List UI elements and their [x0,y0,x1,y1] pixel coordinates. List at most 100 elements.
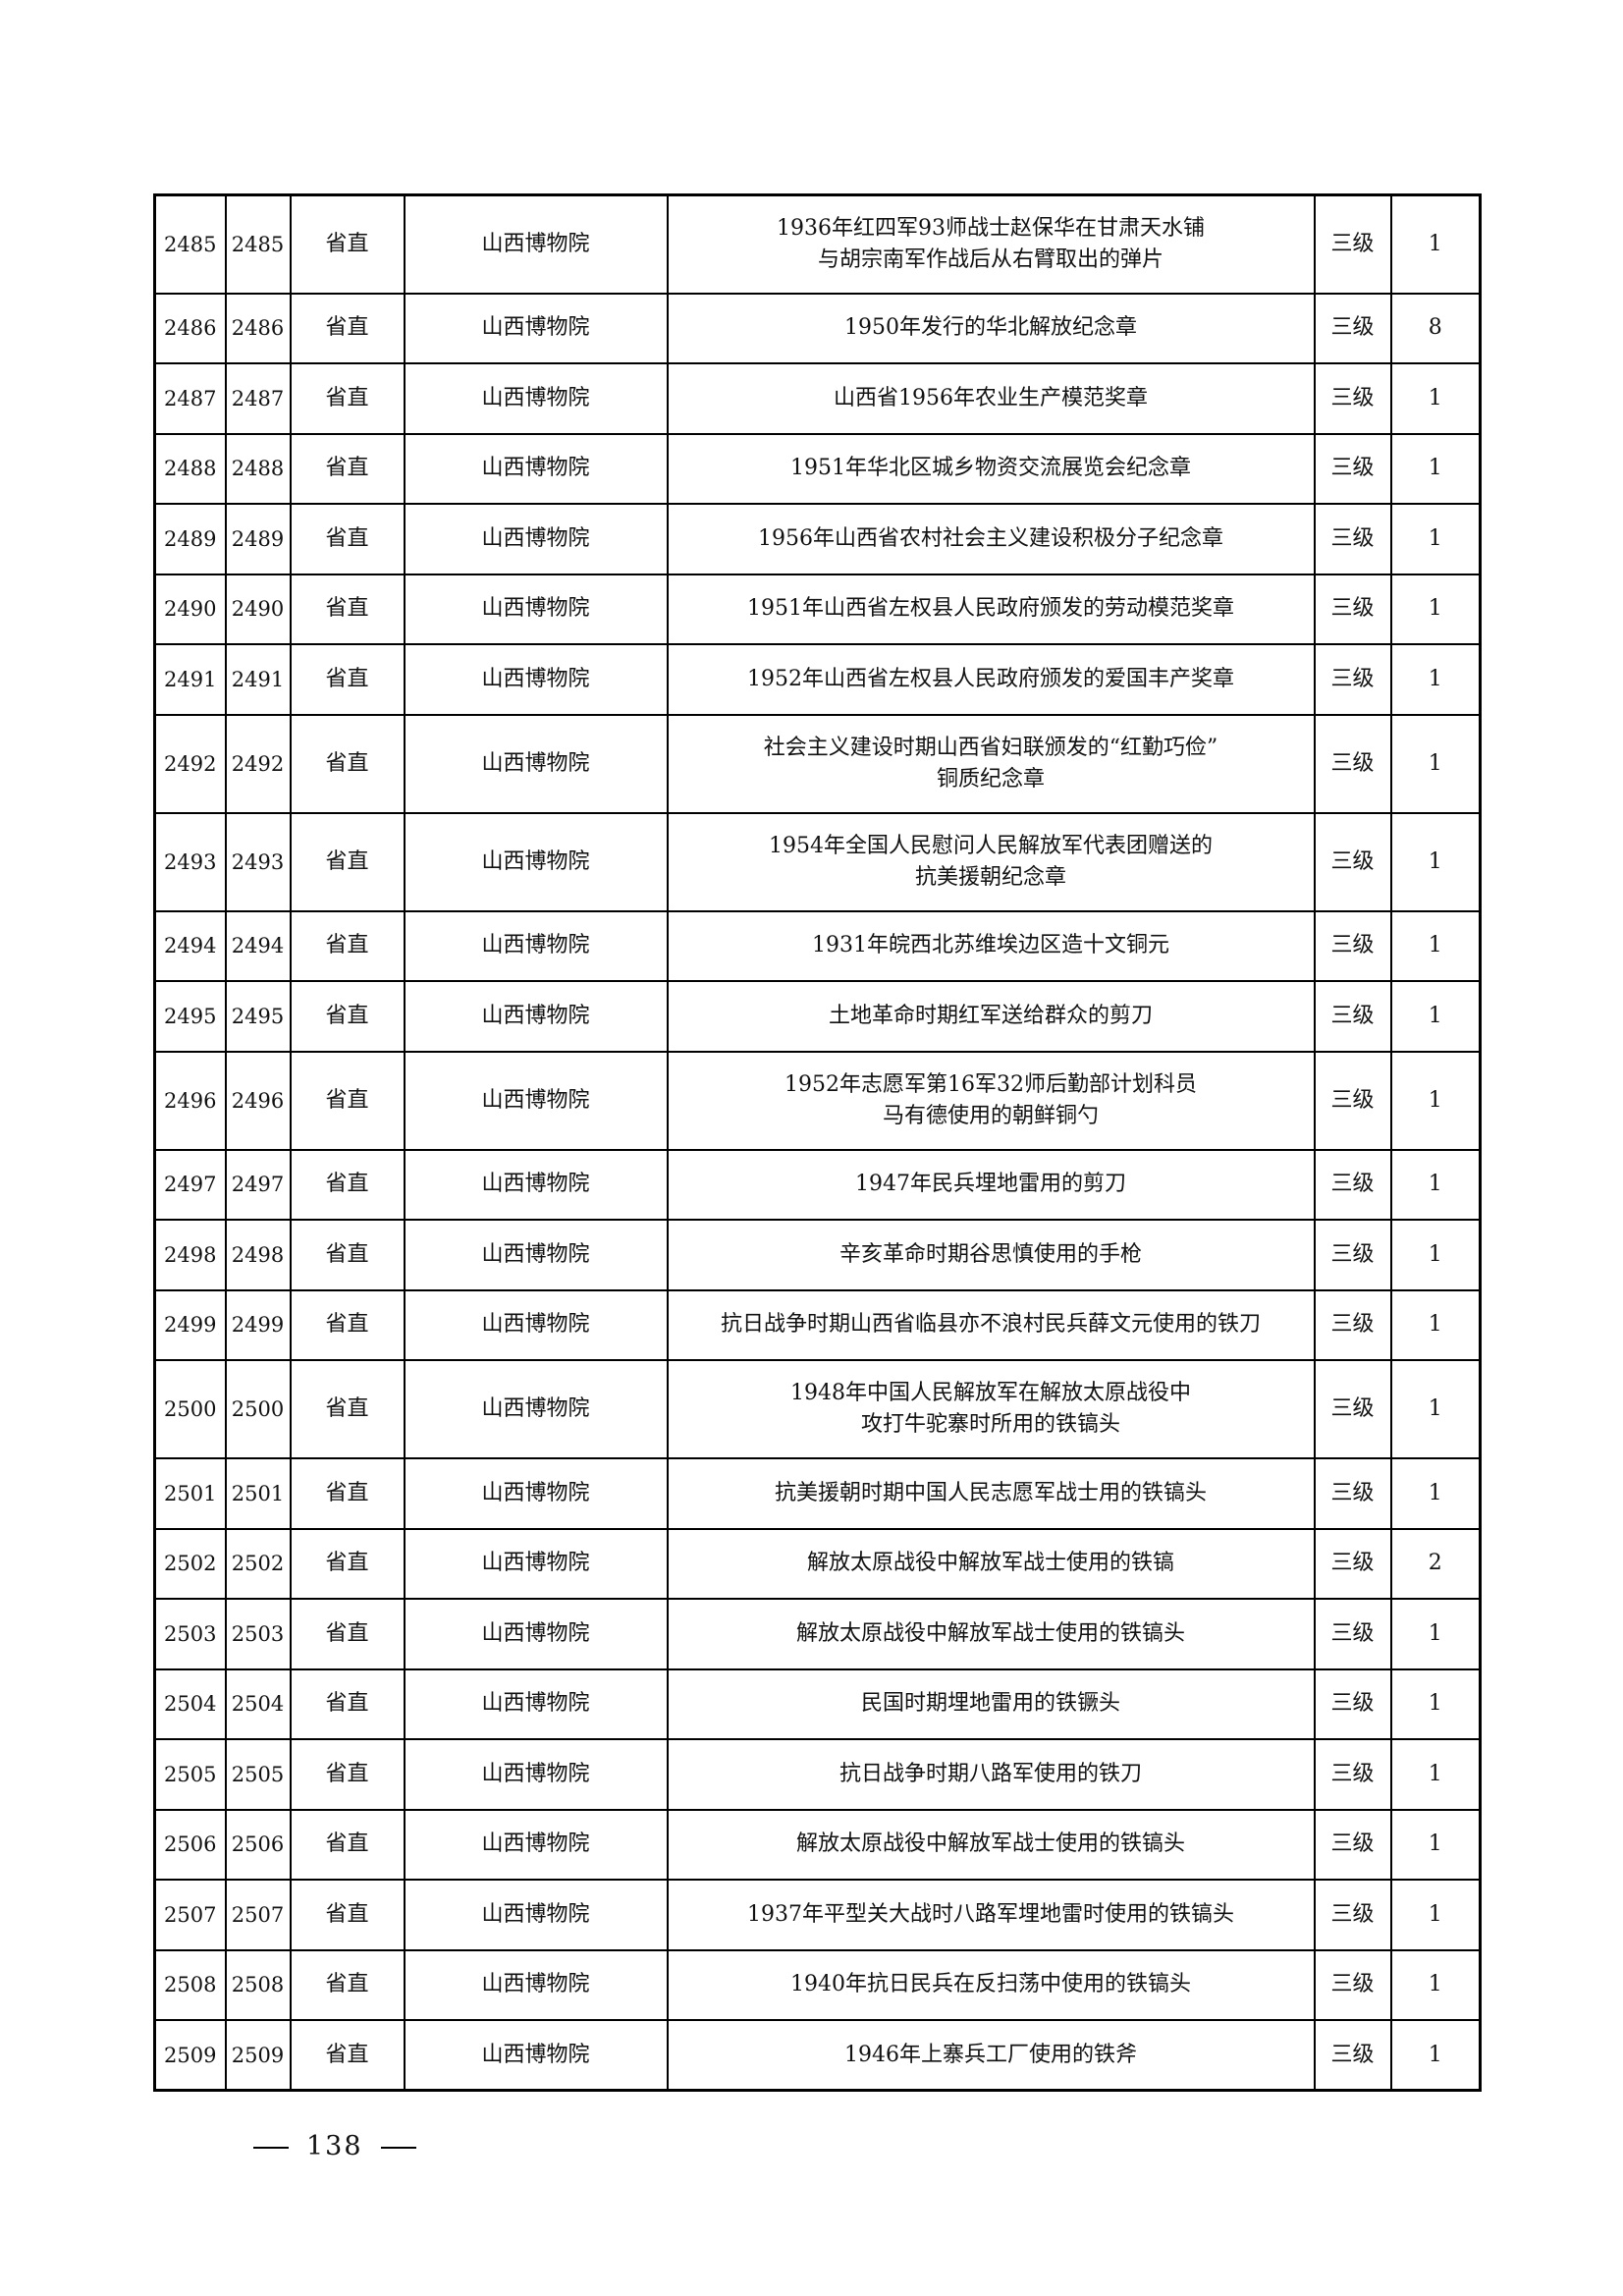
unit-cell: 山西博物院 [403,503,669,575]
grade-cell: 三级 [1313,503,1392,575]
name-line: 1950年发行的华北解放纪念章 [844,315,1137,341]
number-cell: 2499 [224,1288,292,1361]
quantity-cell: 1 [1389,980,1482,1053]
seq-cell: 2498 [153,1219,227,1291]
unit-cell: 山西博物院 [403,1288,669,1361]
unit-cell: 山西博物院 [403,573,669,645]
unit-cell: 山西博物院 [403,1738,669,1811]
level-cell: 省直 [289,193,406,295]
name-line: 抗日战争时期山西省临县亦不浪村民兵薛文元使用的铁刀 [720,1312,1261,1338]
table-row: 2488 2488 省直 山西博物院 1951年华北区城乡物资交流展览会纪念章 三级 1 [153,432,1482,505]
quantity-cell: 1 [1389,811,1482,912]
table-row: 2500 2500 省直 山西博物院 1948年中国人民解放军在解放太原战役中 攻打牛驼寨… [153,1359,1482,1459]
table-row: 2496 2496 省直 山西博物院 1952年志愿军第16军32师后勤部计划科员 马有德… [153,1050,1482,1151]
number-cell: 2496 [224,1050,292,1151]
quantity-cell: 1 [1389,432,1482,505]
unit-cell: 山西博物院 [403,1527,669,1600]
level-cell: 省直 [289,1359,406,1459]
name-line: 1937年平型关大战时八路军埋地雷时使用的铁镐头 [747,1901,1234,1927]
number-cell: 2502 [224,1527,292,1600]
grade-cell: 三级 [1313,2019,1392,2092]
level-cell: 省直 [289,1808,406,1881]
unit-cell: 山西博物院 [403,2019,669,2092]
grade-cell: 三级 [1313,1948,1392,2021]
grade-cell: 三级 [1313,1050,1392,1151]
unit-cell: 山西博物院 [403,292,669,364]
table-row: 2489 2489 省直 山西博物院 1956年山西省农村社会主义建设积极分子纪念章 三级… [153,503,1482,575]
seq-cell: 2506 [153,1808,227,1881]
table-row: 2505 2505 省直 山西博物院 抗日战争时期八路军使用的铁刀 三级 1 [153,1738,1482,1811]
grade-cell: 三级 [1313,193,1392,295]
name-cell: 1948年中国人民解放军在解放太原战役中 攻打牛驼寨时所用的铁镐头 [666,1359,1316,1459]
unit-cell: 山西博物院 [403,362,669,435]
grade-cell: 三级 [1313,1738,1392,1811]
unit-cell: 山西博物院 [403,980,669,1053]
name-cell: 土地革命时期红军送给群众的剪刀 [666,980,1316,1053]
quantity-cell: 1 [1389,193,1482,295]
name-line: 攻打牛驼寨时所用的铁镐头 [860,1412,1120,1437]
table-row: 2501 2501 省直 山西博物院 抗美援朝时期中国人民志愿军战士用的铁镐头 三级 1 [153,1457,1482,1530]
relics-table: 2485 2485 省直 山西博物院 1936年红四军93师战士赵保华在甘肃天水铺 与胡宗… [153,193,1482,2092]
number-cell: 2488 [224,432,292,505]
level-cell: 省直 [289,1457,406,1530]
grade-cell: 三级 [1313,713,1392,814]
number-cell: 2486 [224,292,292,364]
level-cell: 省直 [289,811,406,912]
seq-cell: 2509 [153,2019,227,2092]
table-row: 2490 2490 省直 山西博物院 1951年山西省左权县人民政府颁发的劳动模范奖章三… [153,573,1482,645]
level-cell: 省直 [289,1948,406,2021]
seq-cell: 2504 [153,1667,227,1740]
seq-cell: 2508 [153,1948,227,2021]
number-cell: 2494 [224,909,292,982]
quantity-cell: 1 [1389,1457,1482,1530]
page-number: 138 [306,2131,363,2161]
table-row: 2491 2491 省直 山西博物院 1952年山西省左权县人民政府颁发的爱国丰产奖章三… [153,643,1482,716]
unit-cell: 山西博物院 [403,1598,669,1670]
grade-cell: 三级 [1313,1527,1392,1600]
name-line: 1954年全国人民慰问人民解放军代表团赠送的 [769,833,1213,858]
name-cell: 1937年平型关大战时八路军埋地雷时使用的铁镐头 [666,1879,1316,1951]
quantity-cell: 1 [1389,1288,1482,1361]
name-line: 解放太原战役中解放军战士使用的铁镐 [806,1551,1174,1576]
seq-cell: 2497 [153,1148,227,1221]
unit-cell: 山西博物院 [403,1948,669,2021]
name-line: 土地革命时期红军送给群众的剪刀 [828,1003,1153,1028]
number-cell: 2487 [224,362,292,435]
seq-cell: 2487 [153,362,227,435]
level-cell: 省直 [289,713,406,814]
level-cell: 省直 [289,980,406,1053]
name-line: 抗美援朝时期中国人民志愿军战士用的铁镐头 [774,1480,1207,1505]
quantity-cell: 1 [1389,1948,1482,2021]
name-cell: 1936年红四军93师战士赵保华在甘肃天水铺 与胡宗南军作战后从右臂取出的弹片 [666,193,1316,295]
seq-cell: 2503 [153,1598,227,1670]
unit-cell: 山西博物院 [403,1050,669,1151]
seq-cell: 2494 [153,909,227,982]
level-cell: 省直 [289,1667,406,1740]
quantity-cell: 1 [1389,1738,1482,1811]
name-line: 1947年民兵埋地雷用的剪刀 [855,1172,1126,1197]
grade-cell: 三级 [1313,1148,1392,1221]
number-cell: 2505 [224,1738,292,1811]
table-row: 2486 2486 省直 山西博物院 1950年发行的华北解放纪念章 三级 8 [153,292,1482,364]
level-cell: 省直 [289,1050,406,1151]
name-cell: 解放太原战役中解放军战士使用的铁镐头 [666,1598,1316,1670]
grade-cell: 三级 [1313,1288,1392,1361]
name-line: 1946年上寨兵工厂使用的铁斧 [844,2042,1137,2067]
name-cell: 解放太原战役中解放军战士使用的铁镐头 [666,1808,1316,1881]
quantity-cell: 1 [1389,1359,1482,1459]
level-cell: 省直 [289,643,406,716]
number-cell: 2504 [224,1667,292,1740]
level-cell: 省直 [289,573,406,645]
seq-cell: 2488 [153,432,227,505]
level-cell: 省直 [289,1219,406,1291]
unit-cell: 山西博物院 [403,432,669,505]
level-cell: 省直 [289,1288,406,1361]
table-row: 2487 2487 省直 山西博物院 山西省1956年农业生产模范奖章 三级 1 [153,362,1482,435]
grade-cell: 三级 [1313,1808,1392,1881]
table-row: 2497 2497 省直 山西博物院 1947年民兵埋地雷用的剪刀 三级 1 [153,1148,1482,1221]
dash-left [253,2146,289,2149]
level-cell: 省直 [289,1148,406,1221]
dash-right [380,2146,416,2149]
grade-cell: 三级 [1313,432,1392,505]
name-cell: 1951年山西省左权县人民政府颁发的劳动模范奖章 [666,573,1316,645]
